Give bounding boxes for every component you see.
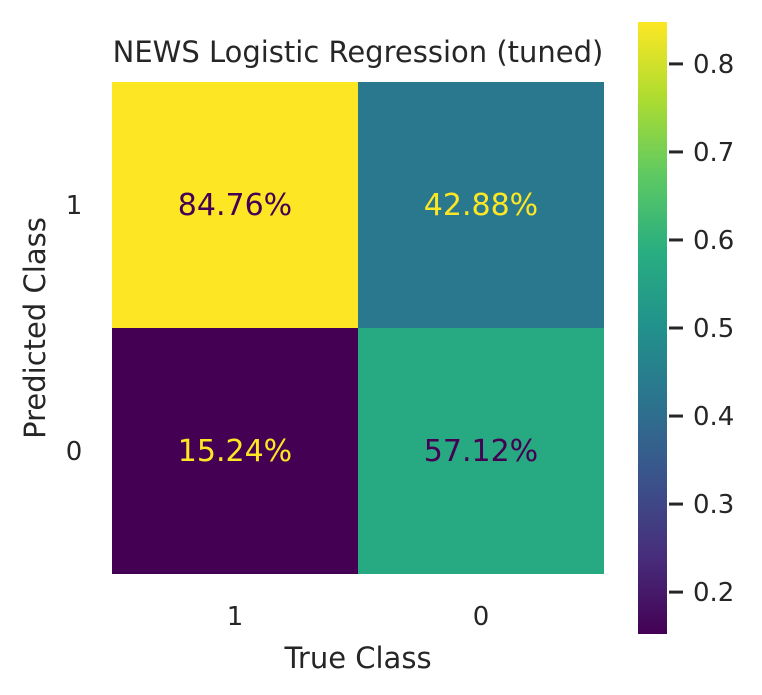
colorbar-tick-label: 0.6 [693, 226, 734, 256]
y-axis-ticks: 10 [66, 191, 83, 467]
heatmap-cell [112, 328, 358, 574]
colorbar-tick-label: 0.2 [693, 578, 734, 608]
colorbar-ticks: 0.2 0.3 0.4 0.5 0.6 0.7 0.8 [669, 50, 734, 608]
colorbar-tick-label: 0.8 [693, 50, 734, 80]
cell-value-label: 84.76% [178, 188, 292, 223]
cell-value-label: 57.12% [424, 434, 538, 469]
y-tick-label: 1 [66, 191, 83, 221]
heatmap-cells [112, 82, 604, 574]
chart-title: NEWS Logistic Regression (tuned) [113, 35, 604, 69]
heatmap-cell [358, 328, 604, 574]
cell-value-label: 15.24% [178, 434, 292, 469]
colorbar-tick-label: 0.5 [693, 314, 734, 344]
x-tick-label: 1 [227, 602, 244, 632]
colorbar-tick-label: 0.4 [693, 402, 734, 432]
colorbar-tick-label: 0.3 [693, 490, 734, 520]
x-tick-label: 0 [473, 602, 490, 632]
heatmap-cell-labels: 84.76% 42.88% 15.24% 57.12% [178, 188, 538, 469]
x-axis-label: True Class [283, 641, 431, 675]
colorbar [638, 22, 667, 634]
y-axis-label: Predicted Class [18, 217, 52, 439]
heatmap-cell [358, 82, 604, 328]
cell-value-label: 42.88% [424, 188, 538, 223]
heatmap-cell [112, 82, 358, 328]
colorbar-tick-label: 0.7 [693, 138, 734, 168]
y-tick-label: 0 [66, 437, 83, 467]
